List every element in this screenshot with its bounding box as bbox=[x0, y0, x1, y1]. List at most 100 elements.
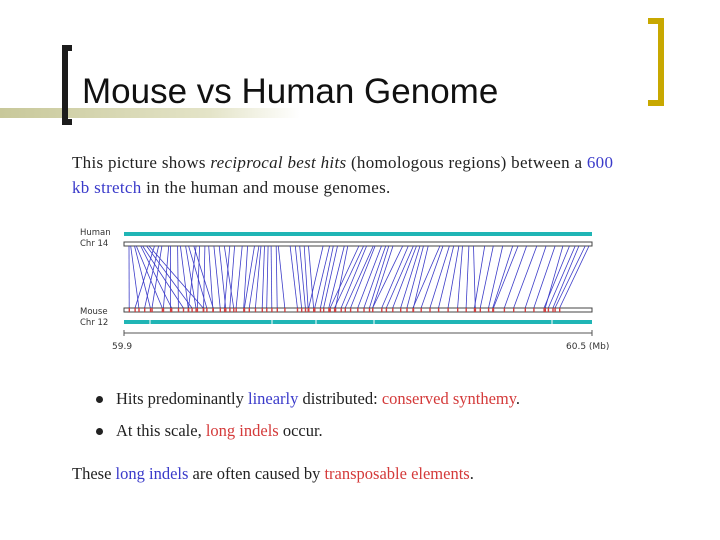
hit-mark bbox=[308, 308, 310, 312]
footer-blue-term: long indels bbox=[115, 464, 189, 483]
hit-mark bbox=[319, 308, 322, 312]
hit-mark bbox=[301, 308, 303, 312]
bullet2-text-3: occur. bbox=[278, 421, 323, 440]
hit-mark bbox=[296, 308, 299, 312]
hit-line bbox=[533, 245, 556, 309]
footer-text-5: . bbox=[469, 464, 474, 483]
title-underline-bar bbox=[0, 108, 300, 118]
hit-mark bbox=[544, 308, 546, 312]
hit-line bbox=[547, 245, 576, 309]
hit-mark bbox=[492, 308, 495, 312]
hit-line bbox=[144, 245, 159, 309]
hit-mark bbox=[196, 308, 199, 312]
hit-line bbox=[142, 245, 184, 309]
hit-mark bbox=[138, 308, 140, 312]
hit-mark bbox=[334, 308, 337, 312]
bullet1-text-1: Hits predominantly bbox=[116, 389, 248, 408]
footer-paragraph: These long indels are often caused by tr… bbox=[72, 462, 474, 486]
hit-mark bbox=[169, 308, 172, 312]
bullet-item-indels: At this scale, long indels occur. bbox=[96, 418, 520, 450]
hit-line bbox=[503, 245, 527, 309]
hit-line bbox=[314, 245, 330, 309]
hit-mark bbox=[447, 308, 449, 312]
hit-mark bbox=[465, 308, 467, 312]
hit-line bbox=[188, 245, 197, 309]
hit-line bbox=[224, 245, 231, 309]
hit-mark bbox=[524, 308, 526, 312]
hit-mark bbox=[254, 308, 257, 312]
hit-mark bbox=[271, 308, 273, 312]
intro-text-3: (homologous regions) between a bbox=[346, 153, 587, 172]
scale-end-label: 60.5 (Mb) bbox=[566, 342, 609, 352]
hit-mark bbox=[487, 308, 490, 312]
hit-line bbox=[140, 245, 172, 309]
hit-mark bbox=[513, 308, 515, 312]
hit-line bbox=[185, 245, 197, 309]
hit-line bbox=[457, 245, 463, 309]
hit-line bbox=[493, 245, 519, 309]
hit-mark bbox=[171, 308, 173, 312]
bullet2-red-term: long indels bbox=[205, 421, 279, 440]
hit-mark bbox=[243, 308, 246, 312]
hit-mark bbox=[225, 308, 227, 312]
hit-line bbox=[381, 245, 409, 309]
hit-mark bbox=[177, 308, 180, 312]
hit-line bbox=[372, 245, 404, 309]
intro-text-1: This picture shows bbox=[72, 153, 211, 172]
human-label-line1: Human bbox=[80, 228, 111, 238]
hit-line bbox=[412, 245, 441, 309]
hit-line bbox=[524, 245, 547, 309]
hit-mark bbox=[128, 308, 130, 312]
mouse-label-line2: Chr 12 bbox=[80, 318, 108, 328]
hit-line bbox=[134, 245, 155, 309]
hit-mark bbox=[266, 308, 268, 312]
hit-mark bbox=[203, 308, 205, 312]
hit-mark bbox=[547, 308, 550, 312]
hit-line bbox=[289, 245, 298, 309]
title-right-bracket bbox=[648, 18, 664, 106]
hit-marks-group bbox=[128, 308, 561, 312]
hit-mark bbox=[457, 308, 459, 312]
hit-line bbox=[130, 245, 140, 309]
bullet1-text-5: . bbox=[515, 389, 521, 408]
hit-line bbox=[177, 245, 179, 309]
hit-mark bbox=[437, 308, 440, 312]
hit-mark bbox=[235, 308, 237, 312]
hit-mark bbox=[304, 308, 307, 312]
hit-line bbox=[135, 245, 163, 309]
footer-red-term: transposable elements bbox=[324, 464, 470, 483]
hit-line bbox=[235, 245, 243, 309]
hit-line bbox=[208, 245, 214, 309]
hit-mark bbox=[212, 308, 214, 312]
hit-line bbox=[473, 245, 476, 309]
hit-mark bbox=[344, 308, 346, 312]
hit-line bbox=[323, 245, 338, 309]
hit-line bbox=[213, 245, 221, 309]
hit-line bbox=[369, 245, 390, 309]
hit-line bbox=[294, 245, 302, 309]
hit-line bbox=[163, 245, 170, 309]
hit-mark bbox=[349, 308, 352, 312]
bullet2-text-1: At this scale, bbox=[116, 421, 206, 440]
hit-line bbox=[479, 245, 494, 309]
synteny-diagram: Human Chr 14 Mouse Chr 12 59.9 60.5 (Mb) bbox=[80, 228, 609, 352]
hit-line bbox=[303, 245, 309, 309]
hit-line bbox=[420, 245, 444, 309]
hit-line bbox=[344, 245, 374, 309]
hit-mark bbox=[552, 308, 554, 312]
hit-line bbox=[385, 245, 414, 309]
hit-line bbox=[543, 245, 570, 309]
hit-line bbox=[193, 245, 214, 309]
hit-line bbox=[554, 245, 586, 309]
hit-line bbox=[363, 245, 387, 309]
hit-line bbox=[229, 245, 235, 309]
bullet-dot bbox=[96, 396, 103, 403]
hit-lines-group bbox=[128, 245, 590, 309]
intro-paragraph: This picture shows reciprocal best hits … bbox=[72, 150, 632, 200]
hit-mark bbox=[340, 308, 342, 312]
hit-line bbox=[328, 245, 345, 309]
hit-line bbox=[334, 245, 364, 309]
hit-line bbox=[429, 245, 450, 309]
hit-mark bbox=[429, 308, 431, 312]
hit-line bbox=[261, 245, 265, 309]
